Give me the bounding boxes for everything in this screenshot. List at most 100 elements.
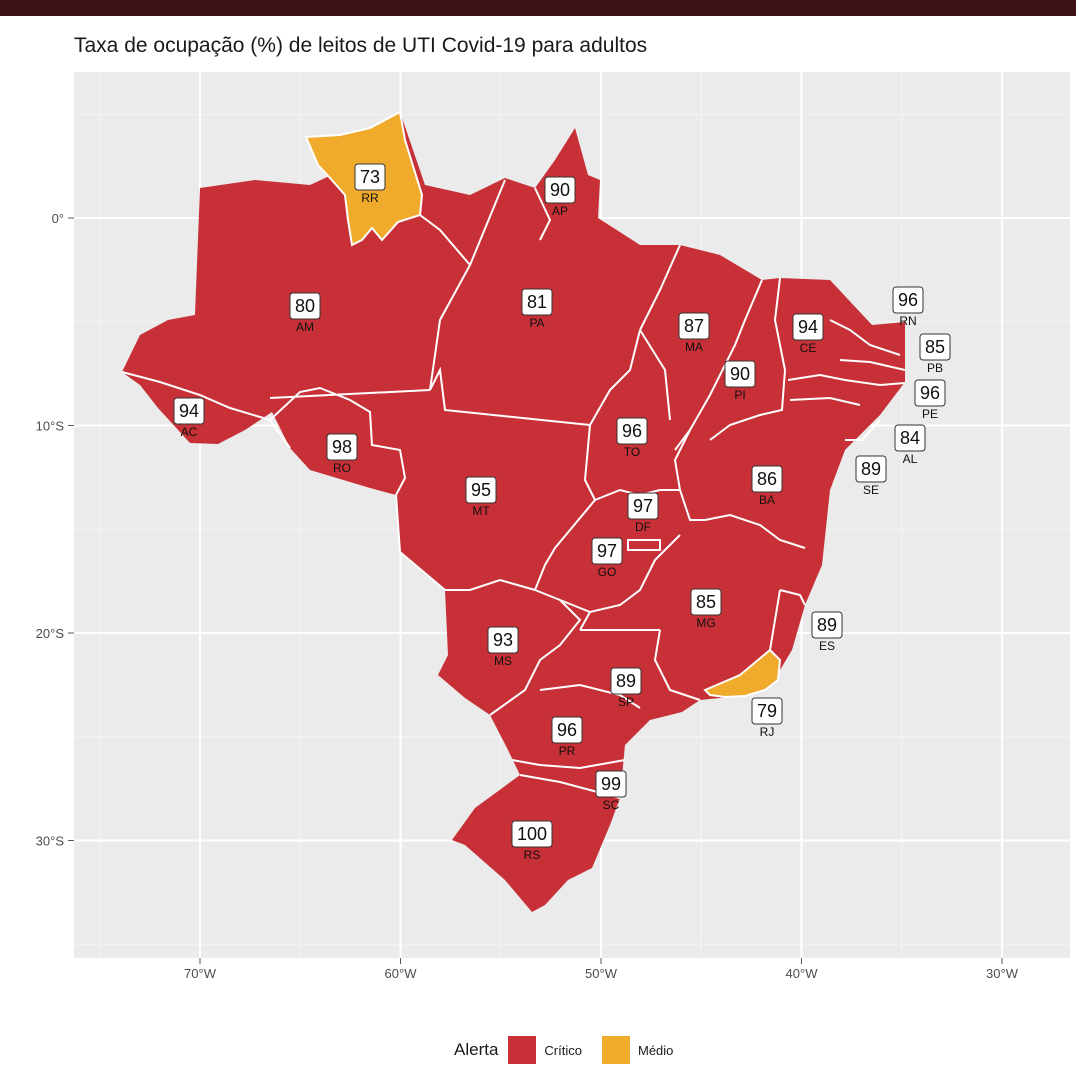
state-value: 81 <box>527 292 547 312</box>
y-tick-label: 20°S <box>36 626 65 641</box>
state-value: 80 <box>295 296 315 316</box>
state-value: 73 <box>360 167 380 187</box>
label-box <box>354 163 386 191</box>
state-abbrev: SP <box>618 695 634 709</box>
label-box <box>914 379 946 407</box>
state-value: 86 <box>757 469 777 489</box>
state-label-AP: 90 AP <box>544 176 576 218</box>
label-box <box>595 770 627 798</box>
label-box <box>616 417 648 445</box>
state-label-MG: 85 MG <box>690 588 722 630</box>
state-value: 96 <box>622 421 642 441</box>
state-value: 89 <box>616 671 636 691</box>
label-box <box>610 667 642 695</box>
state-abbrev: MT <box>472 504 490 518</box>
x-tick-label: 60°W <box>385 966 418 981</box>
state-abbrev: PR <box>559 744 576 758</box>
state-value: 95 <box>471 480 491 500</box>
state-label-BA: 86 BA <box>751 465 783 507</box>
label-box <box>521 288 553 316</box>
state-abbrev: AP <box>552 204 568 218</box>
y-tick-label: 10°S <box>36 419 65 434</box>
state-abbrev: PA <box>529 316 544 330</box>
state-label-MA: 87 MA <box>678 312 710 354</box>
state-abbrev: PI <box>734 388 745 402</box>
state-abbrev: TO <box>624 445 640 459</box>
state-label-AM: 80 AM <box>289 292 321 334</box>
label-box <box>465 476 497 504</box>
state-value: 89 <box>861 459 881 479</box>
state-value: 94 <box>798 317 818 337</box>
state-value: 97 <box>633 496 653 516</box>
state-label-AC: 94 AC <box>173 397 205 439</box>
state-value: 90 <box>550 180 570 200</box>
legend-key-critico <box>508 1036 537 1064</box>
state-abbrev: MA <box>685 340 703 354</box>
state-value: 96 <box>920 383 940 403</box>
legend-title: Alerta <box>454 1040 499 1059</box>
label-box <box>751 465 783 493</box>
label-box <box>855 455 887 483</box>
state-abbrev: RS <box>524 848 541 862</box>
legend-key-medio <box>601 1036 630 1064</box>
state-value: 87 <box>684 316 704 336</box>
state-abbrev: RJ <box>760 725 775 739</box>
axis-ticks: 70°W 60°W 50°W 40°W 30°W 0° 10°S 20°S 30°S <box>36 211 1019 981</box>
state-value: 79 <box>757 701 777 721</box>
state-label-PE: 96 PE <box>914 379 946 421</box>
label-box <box>892 286 924 314</box>
label-box <box>724 360 756 388</box>
state-value: 99 <box>601 774 621 794</box>
label-box <box>811 611 843 639</box>
state-value: 85 <box>696 592 716 612</box>
state-label-RJ: 79 RJ <box>751 697 783 739</box>
state-value: 96 <box>557 720 577 740</box>
x-tick-label: 50°W <box>585 966 618 981</box>
state-labels: 73 RR 90 AP 80 AM 81 PA 87 MA 94 CE 96 RN 85 PB 90 PI 96 PE… <box>173 163 951 862</box>
state-abbrev: PE <box>922 407 938 421</box>
state-value: 84 <box>900 428 920 448</box>
label-box <box>326 433 358 461</box>
state-label-RR: 73 RR <box>354 163 386 205</box>
state-abbrev: MS <box>494 654 512 668</box>
label-box <box>551 716 583 744</box>
label-box <box>894 424 926 452</box>
state-abbrev: SC <box>603 798 620 812</box>
legend-label-critico: Crítico <box>544 1042 582 1058</box>
label-box <box>627 492 659 520</box>
state-value: 89 <box>817 615 837 635</box>
state-label-PB: 85 PB <box>919 333 951 375</box>
state-value: 85 <box>925 337 945 357</box>
state-label-SP: 89 SP <box>610 667 642 709</box>
label-box <box>289 292 321 320</box>
label-box <box>678 312 710 340</box>
state-label-DF: 97 DF <box>627 492 659 534</box>
label-box <box>487 626 519 654</box>
state-value: 93 <box>493 630 513 650</box>
state-abbrev: AC <box>181 425 198 439</box>
state-value: 94 <box>179 401 199 421</box>
label-box <box>544 176 576 204</box>
label-box <box>511 820 553 848</box>
label-box <box>792 313 824 341</box>
state-abbrev: RN <box>899 314 916 328</box>
state-abbrev: AL <box>903 452 918 466</box>
state-value: 96 <box>898 290 918 310</box>
state-label-SE: 89 SE <box>855 455 887 497</box>
state-RJ-shape <box>703 648 782 699</box>
state-abbrev: PB <box>927 361 943 375</box>
state-abbrev: SE <box>863 483 879 497</box>
state-label-PA: 81 PA <box>521 288 553 330</box>
y-tick-label: 30°S <box>36 834 65 849</box>
state-abbrev: RR <box>361 191 379 205</box>
state-abbrev: CE <box>800 341 817 355</box>
label-box <box>751 697 783 725</box>
top-bar <box>0 0 1076 16</box>
state-value: 100 <box>517 824 547 844</box>
state-label-MT: 95 MT <box>465 476 497 518</box>
state-label-ES: 89 ES <box>811 611 843 653</box>
state-abbrev: GO <box>598 565 617 579</box>
state-label-RO: 98 RO <box>326 433 358 475</box>
map-title: Taxa de ocupação (%) de leitos de UTI Co… <box>74 34 648 57</box>
